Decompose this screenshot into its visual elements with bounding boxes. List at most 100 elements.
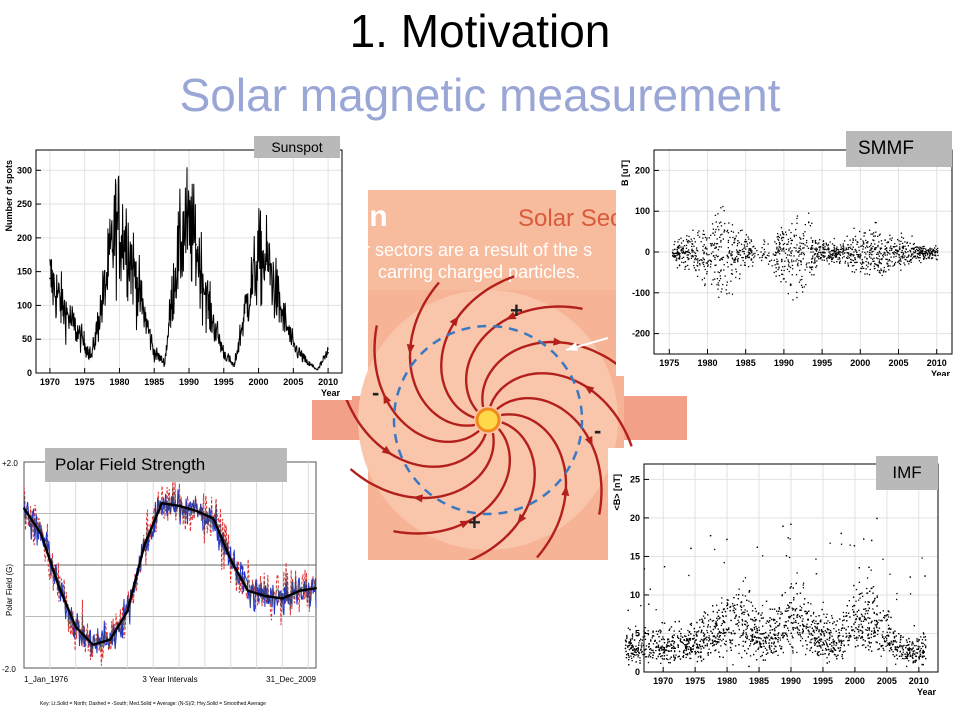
imf-point [870, 622, 872, 624]
imf-point [718, 630, 721, 633]
smmf-point [804, 269, 806, 271]
imf-point [818, 629, 820, 631]
imf-point [874, 631, 876, 633]
imf-point [777, 625, 779, 627]
field-arrow-icon [406, 344, 415, 355]
smmf-point [691, 248, 693, 250]
smmf-point [747, 254, 749, 256]
smmf-point [731, 257, 733, 259]
smmf-point [932, 250, 934, 252]
imf-point [702, 620, 704, 622]
smmf-point [904, 241, 906, 243]
imf-point [709, 639, 711, 641]
imf-point [793, 614, 795, 616]
imf-point [768, 642, 770, 644]
imf-point [861, 630, 863, 632]
smmf-point [828, 263, 830, 265]
smmf-point [717, 282, 719, 284]
imf-point [809, 641, 811, 643]
imf-point [799, 592, 802, 594]
imf-point [884, 640, 886, 642]
smmf-point [847, 255, 849, 257]
smmf-point [922, 246, 924, 248]
imf-point [836, 620, 838, 622]
imf-point [832, 622, 834, 625]
smmf-point [731, 251, 733, 253]
imf-point [912, 643, 914, 645]
smmf-chart-svg: 1975 1980 1985 1990 1995 2000 2005 2010-200-100… [620, 149, 953, 379]
smmf-point [730, 280, 732, 282]
imf-point [629, 643, 632, 645]
smmf-xtick-label-6: 2005 [888, 358, 908, 368]
sunspot-point-9 [163, 362, 166, 364]
imf-point [717, 615, 720, 617]
smmf-point [839, 251, 841, 253]
smmf-point [776, 258, 778, 260]
smmf-point [821, 252, 823, 254]
smmf-point [867, 261, 869, 263]
imf-point [855, 618, 857, 620]
smmf-point [854, 235, 857, 238]
imf-point [887, 642, 889, 644]
smmf-point [674, 241, 676, 243]
imf-point [725, 644, 727, 646]
smmf-point [811, 241, 814, 243]
imf-point [801, 607, 803, 609]
smmf-point [787, 293, 789, 295]
imf-point [637, 654, 640, 656]
imf-point [807, 602, 809, 604]
smmf-point [805, 284, 807, 286]
smmf-point [870, 244, 872, 246]
smmf-point [868, 254, 870, 256]
imf-point [685, 647, 687, 649]
imf-point [886, 618, 888, 621]
smmf-point [691, 243, 693, 245]
imf-point [813, 629, 815, 631]
smmf-point [796, 264, 799, 266]
imf-point [740, 601, 743, 603]
imf-point [848, 635, 850, 637]
smmf-point [733, 241, 736, 244]
imf-point [902, 651, 904, 653]
imf-point [771, 608, 773, 610]
smmf-point [789, 237, 792, 239]
smmf-point [833, 237, 835, 240]
imf-point [877, 621, 879, 624]
smmf-point [678, 258, 681, 260]
smmf-point [748, 248, 750, 251]
smmf-point [782, 233, 784, 235]
smmf-point [926, 252, 928, 254]
smmf-point [928, 257, 930, 259]
smmf-point [710, 261, 712, 263]
imf-point [842, 627, 844, 629]
imf-point [775, 650, 777, 652]
imf-point [810, 639, 812, 641]
imf-point [842, 611, 844, 614]
polar-field-label: Polar Field Strength [45, 448, 287, 482]
smmf-point [672, 255, 674, 257]
imf-point [759, 620, 761, 622]
imf-point [809, 626, 811, 628]
imf-point [812, 634, 814, 636]
imf-point [661, 658, 663, 660]
smmf-point [675, 259, 677, 261]
imf-point [729, 606, 731, 608]
imf-point [695, 633, 697, 635]
smmf-point [731, 269, 733, 271]
imf-point [652, 651, 654, 653]
smmf-point [742, 259, 744, 262]
smmf-point [840, 246, 842, 248]
imf-point [706, 629, 708, 632]
smmf-point [705, 246, 707, 248]
imf-point [764, 647, 767, 649]
imf-point [773, 608, 776, 610]
imf-point [869, 590, 871, 592]
sunspot-point-19 [278, 304, 281, 307]
polar-ytick-top: +2.0 [2, 459, 18, 468]
imf-point [696, 644, 699, 646]
imf-point [762, 640, 764, 642]
smmf-point [686, 254, 688, 256]
smmf-point [682, 246, 684, 248]
imf-point [662, 638, 664, 640]
